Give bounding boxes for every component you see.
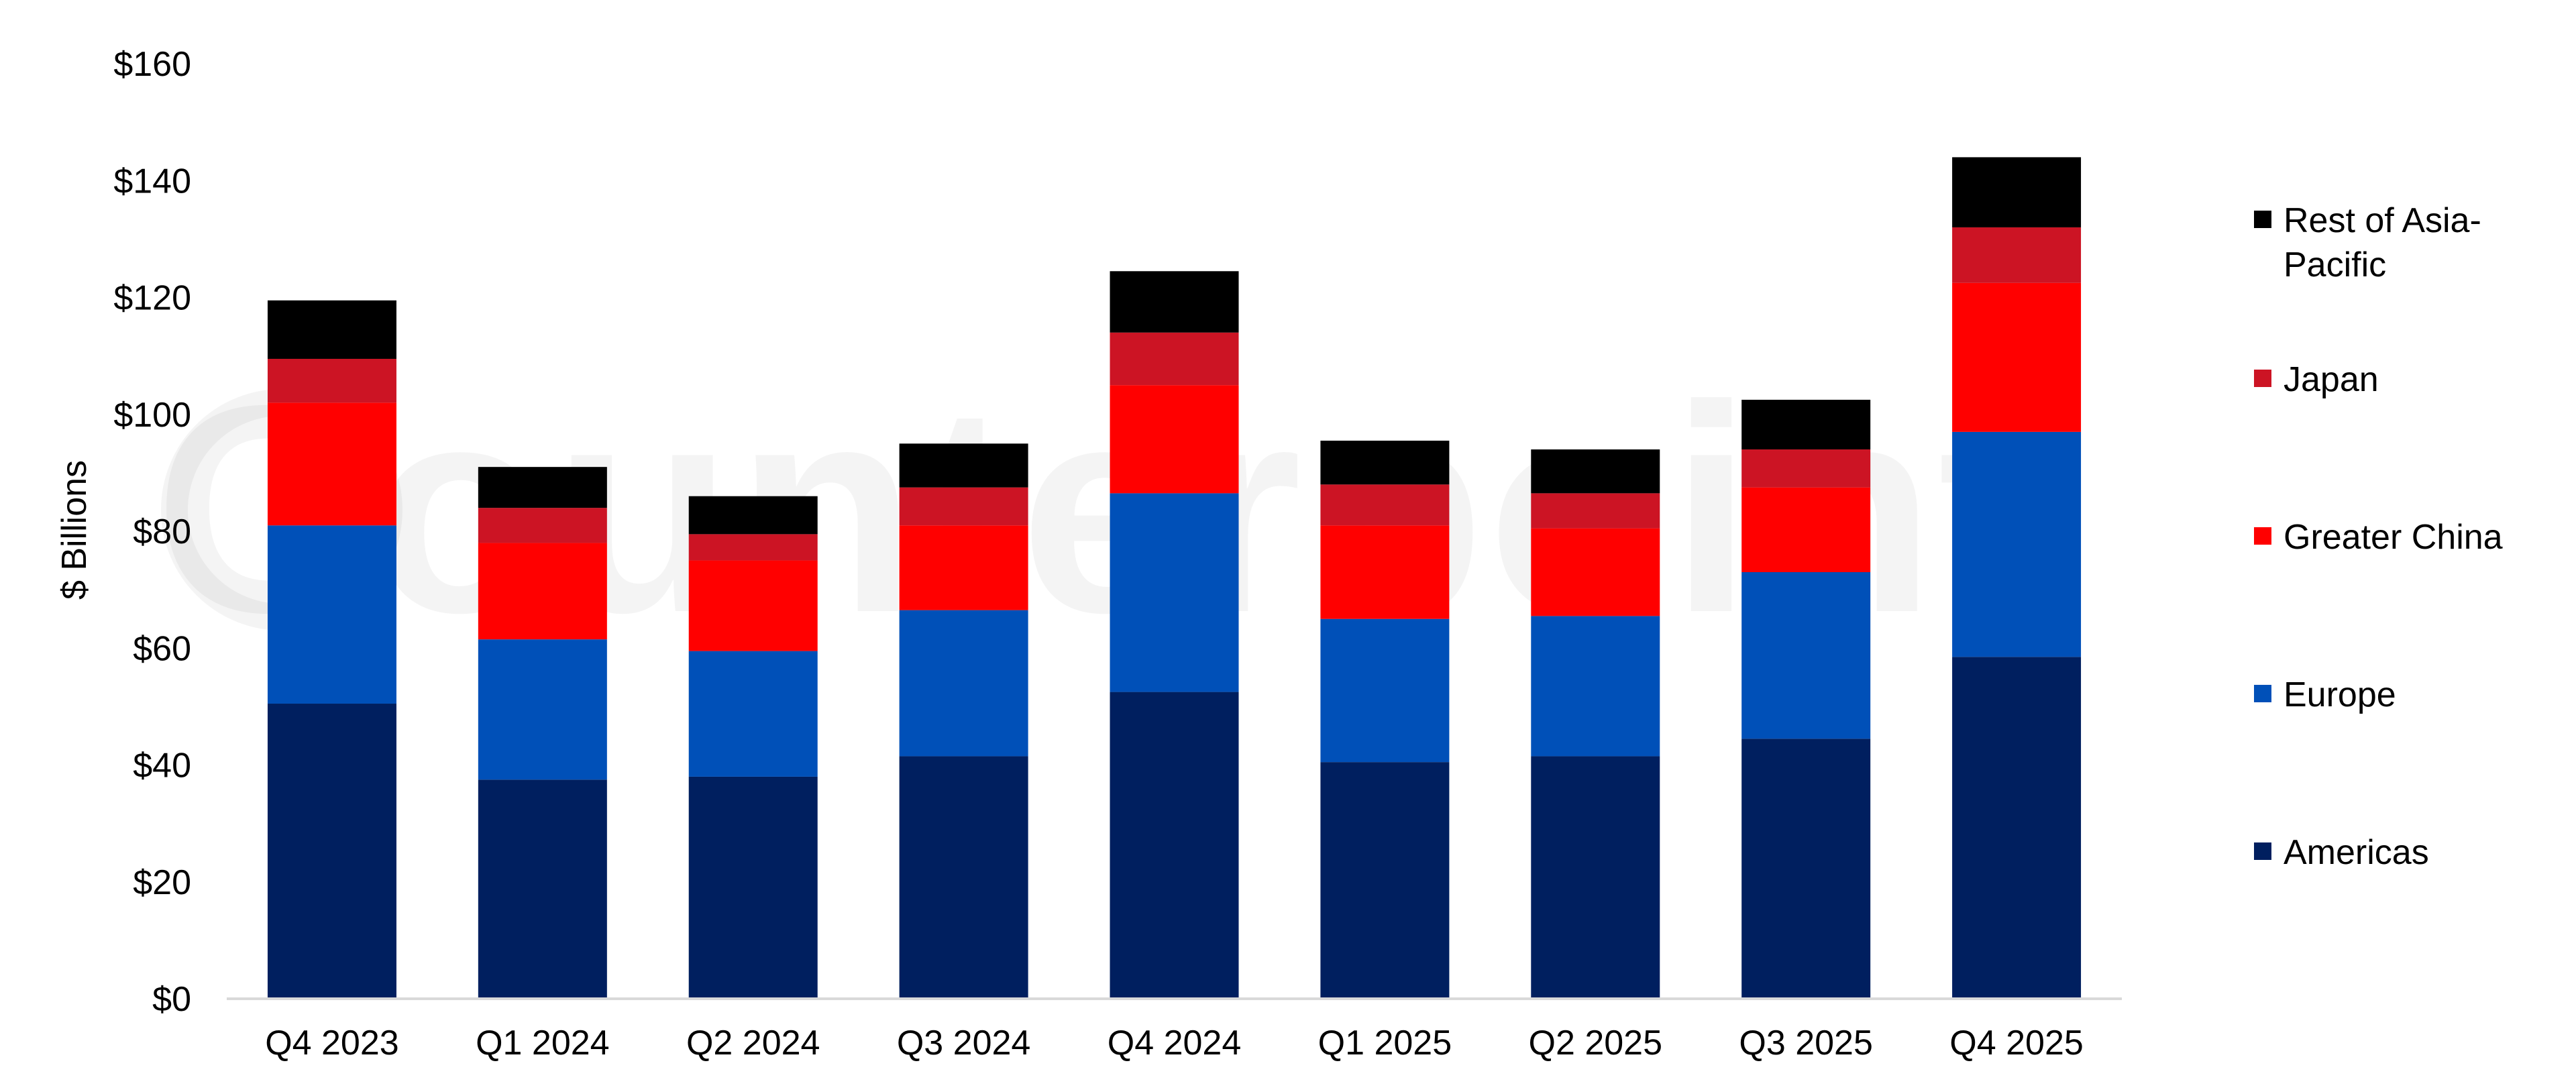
bar-segment xyxy=(1741,487,1871,572)
y-axis-ticks: $0 $20 $40 $60 $80 $100 $120 $140 $160 xyxy=(113,45,191,1019)
x-tick-label: Q4 2023 xyxy=(265,1024,399,1062)
bar-segment xyxy=(1110,332,1239,386)
bar-segment xyxy=(688,534,818,561)
y-tick-label: $100 xyxy=(113,396,191,435)
bar-segment xyxy=(1110,271,1239,333)
y-tick-label: $140 xyxy=(113,162,191,201)
y-axis-label: $ Billions xyxy=(55,460,94,600)
bar-segment xyxy=(478,779,607,999)
legend-swatch xyxy=(2254,527,2271,545)
y-tick-label: $120 xyxy=(113,279,191,318)
bar-segment xyxy=(1320,762,1450,999)
y-tick-label: $20 xyxy=(133,863,191,902)
y-tick-label: $40 xyxy=(133,747,191,785)
bar-segment xyxy=(1952,157,2082,227)
bar-segment xyxy=(1110,493,1239,692)
legend-label: Japan xyxy=(2284,360,2379,399)
bar-segment xyxy=(1320,618,1450,763)
x-tick-label: Q3 2024 xyxy=(897,1024,1031,1062)
legend-swatch xyxy=(2254,370,2271,387)
bar-segment xyxy=(478,543,607,640)
legend-label: Europe xyxy=(2284,675,2396,714)
bar-segment xyxy=(1741,739,1871,999)
y-tick-label: $160 xyxy=(113,45,191,84)
bar-segment xyxy=(1531,528,1660,616)
legend-label: Greater China xyxy=(2284,518,2503,557)
bar-segment xyxy=(1741,449,1871,488)
bar-segment xyxy=(267,300,396,359)
bars-group xyxy=(267,157,2082,999)
bar-segment xyxy=(899,756,1028,999)
bar-segment xyxy=(1531,756,1660,999)
bar-segment xyxy=(1952,282,2082,432)
legend-label: Rest of Asia-Pacific xyxy=(2284,201,2481,284)
bar-segment xyxy=(1741,571,1871,739)
legend-label: Americas xyxy=(2284,833,2429,872)
bar-segment xyxy=(899,525,1028,610)
bar-segment xyxy=(688,496,818,535)
bar-segment xyxy=(899,487,1028,526)
legend: Rest of Asia-Pacific Japan Greater China Eu… xyxy=(2254,201,2503,872)
bar-segment xyxy=(267,704,396,999)
bar-segment xyxy=(1320,484,1450,526)
x-tick-label: Q4 2025 xyxy=(1949,1024,2084,1062)
x-tick-label: Q4 2024 xyxy=(1108,1024,1242,1062)
x-tick-label: Q2 2025 xyxy=(1529,1024,1663,1062)
bar-segment xyxy=(688,560,818,651)
legend-swatch xyxy=(2254,842,2271,860)
legend-swatch xyxy=(2254,211,2271,228)
bar-segment xyxy=(267,402,396,526)
bar-segment xyxy=(1531,616,1660,757)
x-tick-label: Q1 2025 xyxy=(1318,1024,1452,1062)
bar-segment xyxy=(1741,399,1871,450)
bar-segment xyxy=(267,358,396,403)
legend-swatch xyxy=(2254,685,2271,702)
x-axis-labels: Q4 2023 Q1 2024 Q2 2024 Q3 2024 Q4 2024 Q1 20… xyxy=(265,1024,2084,1062)
bar-segment xyxy=(1110,692,1239,999)
bar-segment xyxy=(478,508,607,543)
x-tick-label: Q1 2024 xyxy=(476,1024,610,1062)
bar-segment xyxy=(688,651,818,777)
bar-segment xyxy=(688,776,818,999)
bar-segment xyxy=(478,467,607,508)
bar-segment xyxy=(1952,227,2082,283)
y-tick-label: $60 xyxy=(133,629,191,668)
bar-segment xyxy=(1952,657,2082,999)
bar-segment xyxy=(1320,440,1450,485)
x-tick-label: Q2 2024 xyxy=(686,1024,820,1062)
bar-segment xyxy=(478,639,607,780)
y-tick-label: $80 xyxy=(133,512,191,551)
bar-segment xyxy=(1952,431,2082,657)
y-tick-label: $0 xyxy=(152,980,191,1019)
bar-segment xyxy=(899,610,1028,757)
bar-segment xyxy=(899,443,1028,488)
bar-segment xyxy=(1320,525,1450,619)
bar-segment xyxy=(1531,449,1660,494)
bar-segment xyxy=(1531,493,1660,529)
bar-segment xyxy=(1110,385,1239,494)
bar-segment xyxy=(267,525,396,704)
x-tick-label: Q3 2025 xyxy=(1739,1024,1873,1062)
